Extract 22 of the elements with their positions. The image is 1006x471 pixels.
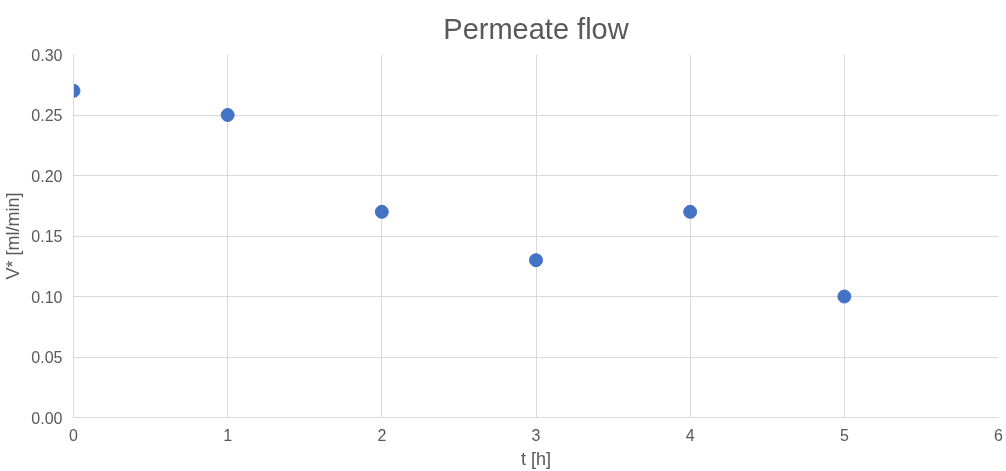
point bbox=[220, 108, 235, 122]
x-tick-label: 5 bbox=[839, 426, 849, 444]
point bbox=[837, 289, 852, 304]
point bbox=[529, 253, 543, 268]
x-tick-label: 2 bbox=[377, 426, 387, 444]
point bbox=[374, 204, 389, 219]
x-tick-label: 3 bbox=[531, 426, 541, 444]
x-tick-label: 1 bbox=[223, 426, 233, 444]
y-tick-label: 0.15 bbox=[31, 228, 63, 245]
x-tick-label: 4 bbox=[685, 426, 695, 444]
y-tick-label: 0.20 bbox=[31, 167, 63, 185]
y-tick-label: 0.05 bbox=[31, 349, 63, 366]
y-tick-label: 0.00 bbox=[31, 409, 63, 427]
y-tick-label: 0.10 bbox=[31, 288, 63, 306]
point bbox=[683, 204, 698, 219]
chart-title: Permeate flow bbox=[443, 12, 630, 45]
x-tick-label: 6 bbox=[994, 426, 1004, 444]
x-axis-title: t [h] bbox=[520, 448, 552, 469]
y-tick-label: 0.30 bbox=[31, 46, 63, 64]
x-tick-label: 0 bbox=[69, 426, 79, 444]
y-tick-label: 0.25 bbox=[31, 107, 63, 124]
y-axis-title: V* [ml/min] bbox=[3, 192, 24, 280]
